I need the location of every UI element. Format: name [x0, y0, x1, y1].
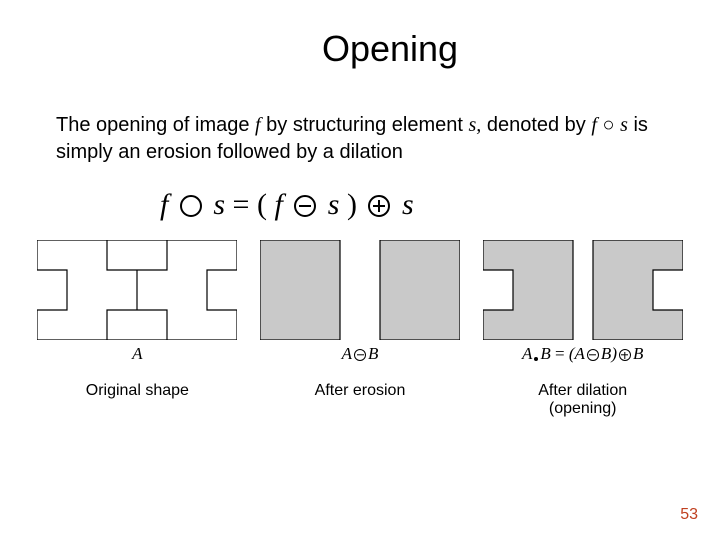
var-f: f [160, 188, 168, 221]
eq: = ( [233, 188, 275, 221]
op-open: ○ [597, 114, 620, 136]
original-shape-svg [37, 240, 237, 340]
shapes-row: A AB AB = (AB)B [0, 222, 720, 364]
oplus-icon [619, 349, 631, 361]
dilation-shape-svg [483, 240, 683, 340]
erosion-shape-svg [260, 240, 460, 340]
dilation-op-icon [368, 195, 390, 217]
var-s: s [328, 188, 340, 221]
paren-close: ) [347, 188, 357, 221]
caption-original: Original shape [36, 382, 239, 418]
var-s: s, [468, 114, 481, 136]
compose-dot-icon [534, 357, 538, 361]
captions-row: Original shape After erosion After dilat… [0, 364, 720, 418]
slide-description: The opening of image f by structuring el… [0, 70, 720, 166]
caption-dilation: After dilation (opening) [481, 382, 684, 418]
ominus-icon [354, 349, 366, 361]
var-f: f [274, 188, 282, 221]
desc-text: by structuring element [261, 114, 469, 136]
slide-title: Opening [0, 0, 720, 70]
shape-label: AB [342, 344, 379, 364]
open-op-icon [180, 195, 202, 217]
page-number: 53 [680, 506, 698, 524]
shape-label: AB = (AB)B [522, 344, 643, 364]
shape-dilation: AB = (AB)B [481, 240, 684, 364]
var-s: s [402, 188, 414, 221]
desc-text: The opening of image [56, 114, 255, 136]
shape-original: A [36, 240, 239, 364]
desc-text: denoted by [481, 114, 591, 136]
erosion-op-icon [294, 195, 316, 217]
ominus-icon [587, 349, 599, 361]
var-s: s [620, 114, 628, 136]
caption-erosion: After erosion [259, 382, 462, 418]
shape-erosion: AB [259, 240, 462, 364]
var-s: s [213, 188, 225, 221]
formula: f s = ( f s ) s [0, 188, 720, 222]
shape-label: A [132, 344, 142, 364]
